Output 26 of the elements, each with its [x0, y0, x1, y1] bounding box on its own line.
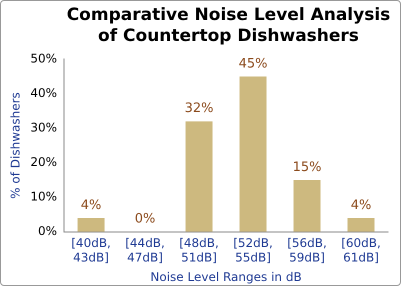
- data-label: 4%: [350, 198, 372, 213]
- data-label: 15%: [292, 160, 322, 175]
- x-axis-title: Noise Level Ranges in dB: [150, 270, 302, 284]
- x-tick-label: [52dB, 55dB]: [233, 236, 273, 265]
- y-tick-label: 0%: [38, 224, 58, 238]
- bar: [348, 218, 375, 232]
- chart-title: Comparative Noise Level Analysis of Countertop Dishwashers: [66, 5, 392, 47]
- bar: [294, 180, 321, 232]
- y-tick-label: 40%: [30, 86, 58, 100]
- y-tick-label: 50%: [30, 51, 58, 66]
- x-tick-label: [60dB, 61dB]: [341, 236, 381, 265]
- x-tick-label: [44dB, 47dB]: [125, 236, 165, 265]
- y-tick-label: 30%: [30, 120, 58, 134]
- x-tick-label: [56dB, 59dB]: [287, 236, 327, 265]
- data-label: 4%: [80, 198, 102, 213]
- x-tick-label: [48dB, 51dB]: [179, 236, 219, 265]
- bar: [240, 76, 267, 232]
- x-tick-label: [40dB, 43dB]: [71, 236, 111, 265]
- data-label: 0%: [134, 212, 156, 227]
- data-label: 32%: [184, 101, 214, 116]
- bar: [78, 218, 105, 232]
- data-label: 45%: [238, 56, 268, 72]
- y-axis-title: % of Dishwashers: [8, 92, 22, 199]
- y-tick-label: 20%: [30, 154, 58, 169]
- bar: [186, 121, 213, 232]
- y-tick-label: 10%: [30, 189, 58, 204]
